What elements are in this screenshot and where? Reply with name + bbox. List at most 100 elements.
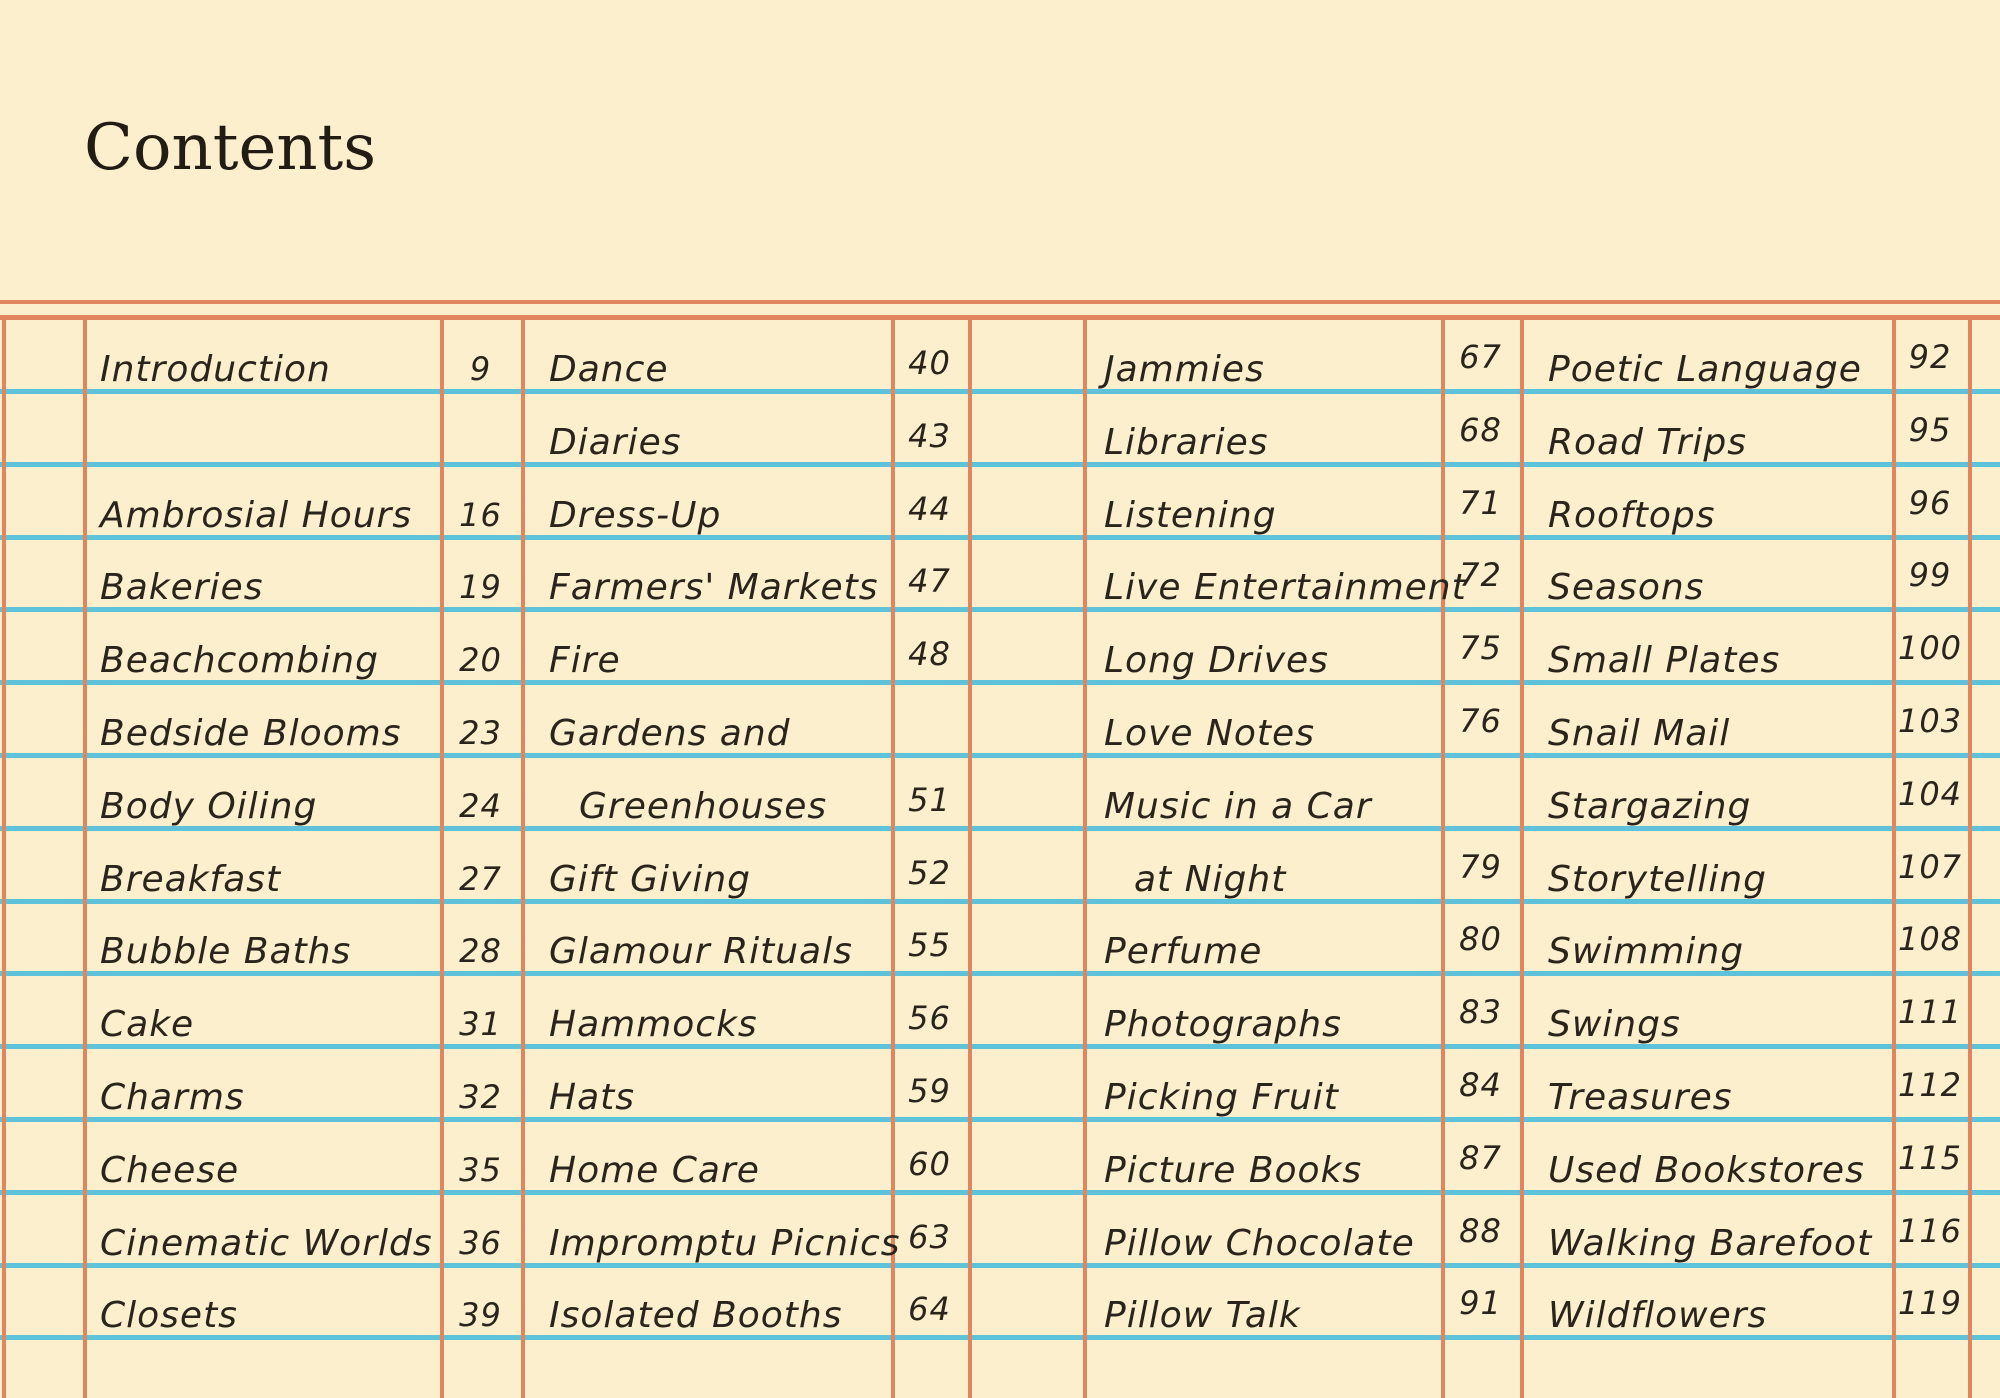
toc-entry-page: 111 [1892, 972, 1968, 1030]
toc-entry-title-text: Pillow Talk [1104, 1295, 1301, 1337]
toc-entry-title-text: Hammocks [549, 1004, 758, 1046]
toc-entry-title: Cake [100, 986, 194, 1044]
ledger-row-rule [0, 1190, 2000, 1195]
toc-entry-title-text: Closets [100, 1295, 238, 1337]
toc-entry-page-text: 103 [1897, 702, 1963, 741]
toc-entry-title-text: Music in a Car [1104, 786, 1372, 828]
toc-entry-page-text: 71 [1459, 484, 1502, 523]
ledger-column-rule [521, 316, 525, 1398]
toc-entry-title-text: Breakfast [100, 859, 282, 901]
toc-entry-page: 39 [440, 1275, 521, 1333]
toc-entry-page-text: 19 [459, 568, 502, 607]
toc-entry-page-text: 116 [1897, 1212, 1963, 1251]
toc-entry-title: Bakeries [100, 549, 263, 607]
toc-entry-page-text: 9 [469, 350, 492, 389]
toc-entry-title-text: Wildflowers [1548, 1295, 1768, 1337]
toc-entry-title: Pillow Talk [1104, 1277, 1301, 1335]
toc-entry-page-text: 48 [908, 635, 951, 674]
toc-entry-page: 104 [1892, 754, 1968, 812]
toc-entry-page: 119 [1892, 1263, 1968, 1321]
toc-entry-title: Rooftops [1548, 477, 1716, 535]
toc-entry-title: Jammies [1104, 331, 1265, 389]
toc-entry-title: Home Care [549, 1132, 760, 1190]
toc-entry-page-text: 67 [1459, 338, 1502, 377]
toc-entry-title: Gardens and [549, 695, 791, 753]
toc-entry-title: Closets [100, 1277, 238, 1335]
toc-entry-page: 43 [891, 396, 968, 454]
toc-entry-title-text: Live Entertainment [1104, 567, 1467, 609]
toc-entry-page-text: 100 [1897, 629, 1963, 668]
toc-entry-title: Dress-Up [549, 477, 721, 535]
toc-entry-title: Bedside Blooms [100, 695, 401, 753]
ledger-column-rule [968, 316, 972, 1398]
toc-entry-title: Picking Fruit [1104, 1059, 1339, 1117]
toc-entry-page: 108 [1892, 899, 1968, 957]
toc-entry-page: 92 [1892, 317, 1968, 375]
toc-entry-page: 23 [440, 693, 521, 751]
toc-entry-page: 112 [1892, 1045, 1968, 1103]
toc-entry-title-text: Bakeries [100, 567, 264, 609]
toc-entry-page-text: 80 [1459, 920, 1502, 959]
toc-entry-page: 9 [440, 329, 521, 387]
toc-entry-title: Fire [549, 622, 621, 680]
ledger-row-rule [0, 607, 2000, 612]
toc-entry-page: 16 [440, 475, 521, 533]
toc-entry-page: 35 [440, 1130, 521, 1188]
toc-entry-title-text: Charms [100, 1077, 245, 1119]
toc-entry-page-text: 20 [459, 641, 502, 680]
toc-entry-title: Impromptu Picnics [549, 1205, 901, 1263]
toc-entry-page-text: 28 [459, 932, 502, 971]
toc-entry-page: 28 [440, 911, 521, 969]
toc-entry-title-text: Cinematic Worlds [100, 1223, 433, 1265]
toc-entry-title: Breakfast [100, 841, 281, 899]
toc-entry-title-text: Diaries [549, 422, 682, 464]
toc-entry-page: 31 [440, 984, 521, 1042]
toc-entry-title-text: Photographs [1104, 1004, 1342, 1046]
toc-entry-page: 107 [1892, 827, 1968, 885]
toc-entry-title: Listening [1104, 477, 1277, 535]
toc-entry-title: Music in a Car [1104, 768, 1372, 826]
ledger-row-rule [0, 899, 2000, 904]
toc-entry-title: Swings [1548, 986, 1681, 1044]
toc-entry-page: 116 [1892, 1191, 1968, 1249]
ledger-column-rule [1892, 316, 1896, 1398]
toc-entry-title-text: Gift Giving [549, 859, 752, 901]
toc-entry-title: Bubble Baths [100, 913, 351, 971]
toc-entry-title: Farmers' Markets [549, 549, 878, 607]
toc-entry-page-text: 23 [459, 714, 502, 753]
ledger-row-rule [0, 826, 2000, 831]
toc-entry-page: 83 [1441, 972, 1520, 1030]
toc-entry-title-text: Poetic Language [1548, 349, 1862, 391]
toc-entry-page: 56 [891, 978, 968, 1036]
toc-entry-page: 71 [1441, 463, 1520, 521]
toc-entry-page: 27 [440, 839, 521, 897]
toc-entry-title: at Night [1134, 841, 1286, 899]
ledger-column-rule [440, 316, 444, 1398]
toc-entry-page-text: 51 [908, 781, 951, 820]
toc-entry-page-text: 55 [908, 926, 951, 965]
ledger-top-rule-outer [0, 300, 2000, 304]
toc-entry-page-text: 35 [459, 1151, 502, 1190]
toc-entry-page: 59 [891, 1051, 968, 1109]
toc-entry-title-text: Libraries [1104, 422, 1269, 464]
toc-entry-page: 55 [891, 905, 968, 963]
toc-entry-page: 64 [891, 1269, 968, 1327]
toc-entry-title: Diaries [549, 404, 682, 462]
toc-entry-page: 63 [891, 1197, 968, 1255]
ledger-row-rule [0, 1117, 2000, 1122]
toc-entry-title: Introduction [100, 331, 331, 389]
toc-entry-title-text: Road Trips [1548, 422, 1747, 464]
toc-entry-title-text: Greenhouses [579, 786, 828, 828]
toc-entry-title: Road Trips [1548, 404, 1747, 462]
toc-entry-page-text: 32 [459, 1078, 502, 1117]
toc-entry-page: 24 [440, 766, 521, 824]
toc-entry-page-text: 63 [908, 1218, 951, 1257]
toc-entry-title-text: Bubble Baths [100, 931, 352, 973]
toc-entry-title: Libraries [1104, 404, 1268, 462]
toc-entry-page: 103 [1892, 681, 1968, 739]
toc-entry-title-text: Seasons [1548, 567, 1705, 609]
toc-entry-page-text: 107 [1897, 848, 1963, 887]
toc-entry-page-text: 112 [1897, 1066, 1963, 1105]
toc-entry-title-text: Stargazing [1548, 786, 1752, 828]
toc-entry-title: Glamour Rituals [549, 913, 853, 971]
